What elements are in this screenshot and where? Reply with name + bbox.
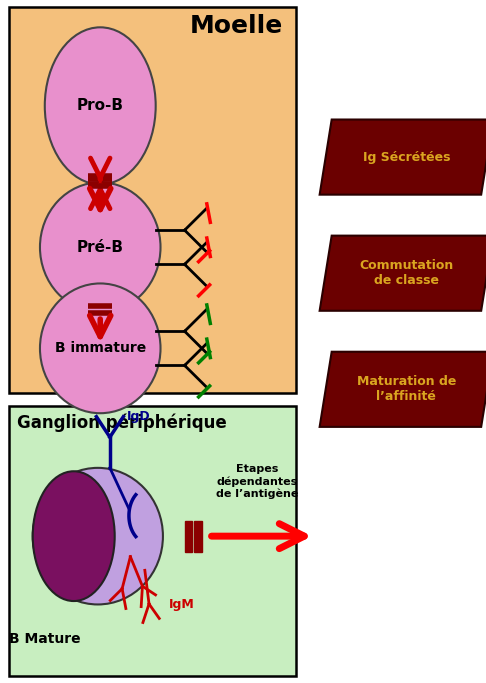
Ellipse shape [33, 468, 163, 604]
Text: Pro-B: Pro-B [77, 98, 124, 113]
Polygon shape [320, 120, 486, 195]
Ellipse shape [45, 27, 156, 184]
FancyBboxPatch shape [9, 406, 295, 676]
Polygon shape [320, 352, 486, 427]
Text: IgD: IgD [127, 410, 150, 423]
Text: IgM: IgM [169, 598, 195, 611]
Text: Commutation
de classe: Commutation de classe [359, 260, 453, 287]
Text: B immature: B immature [54, 342, 146, 355]
Text: Maturation de
l’affinité: Maturation de l’affinité [357, 376, 456, 403]
FancyBboxPatch shape [9, 7, 295, 393]
Text: Etapes
dépendantes
de l’antigène: Etapes dépendantes de l’antigène [216, 464, 298, 499]
Text: B Mature: B Mature [9, 632, 81, 645]
Text: Ig Sécrétées: Ig Sécrétées [363, 150, 450, 164]
Polygon shape [320, 236, 486, 311]
Ellipse shape [40, 182, 160, 312]
Bar [185, 521, 192, 552]
Text: Pré-B: Pré-B [77, 240, 124, 255]
Text: Moelle: Moelle [190, 14, 283, 38]
Ellipse shape [40, 283, 160, 413]
Bar [194, 521, 202, 552]
Ellipse shape [33, 471, 115, 601]
Text: Ganglion périphérique: Ganglion périphérique [17, 413, 227, 432]
